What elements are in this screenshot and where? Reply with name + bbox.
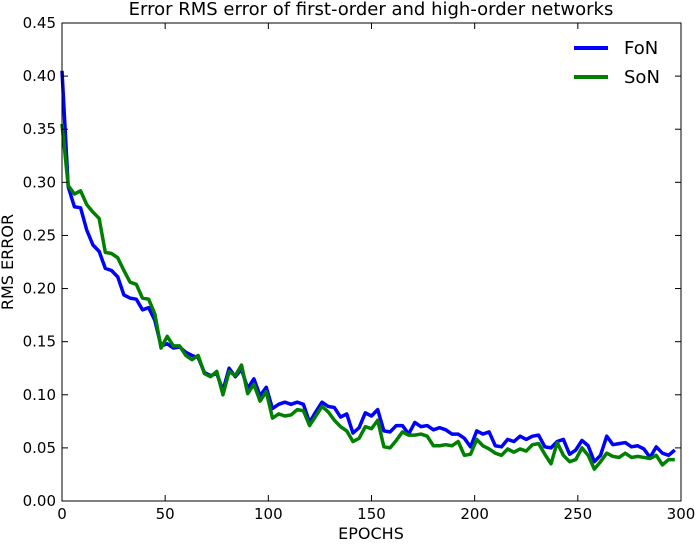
series-line-son — [60, 123, 675, 471]
x-tick-label: 0 — [57, 505, 67, 523]
legend: FoN SoN — [574, 38, 660, 88]
y-tick-label: 0.00 — [23, 492, 56, 510]
legend-label-fon: FoN — [624, 38, 658, 59]
y-tick-label: 0.05 — [23, 439, 56, 457]
y-tick-label: 0.10 — [23, 386, 56, 404]
x-tick-label: 200 — [460, 505, 489, 523]
y-axis-label: RMS ERROR — [0, 214, 17, 310]
y-tick-label: 0.35 — [23, 120, 56, 138]
y-tick-label: 0.15 — [23, 333, 56, 351]
chart-title: Error RMS error of first-order and high-… — [129, 0, 614, 20]
y-tick-label: 0.40 — [23, 67, 56, 85]
y-tick-label: 0.25 — [23, 226, 56, 244]
x-tick-label: 50 — [156, 505, 175, 523]
plot-area — [62, 23, 681, 501]
legend-label-son: SoN — [624, 67, 660, 88]
x-tick-label: 300 — [667, 505, 696, 523]
y-tick-label: 0.30 — [23, 173, 56, 191]
x-tick-label: 150 — [357, 505, 386, 523]
x-tick-label: 100 — [254, 505, 283, 523]
series-layer — [60, 70, 676, 471]
x-axis-label: EPOCHS — [338, 524, 404, 540]
x-tick-label: 250 — [564, 505, 593, 523]
y-tick-label: 0.45 — [23, 14, 56, 32]
ticks-layer: 0 50 100 150 200 250 300 0.00 0.05 0.10 0.15 0.20 0.… — [23, 14, 696, 523]
y-tick-label: 0.20 — [23, 280, 56, 298]
plot-frame — [61, 22, 682, 502]
